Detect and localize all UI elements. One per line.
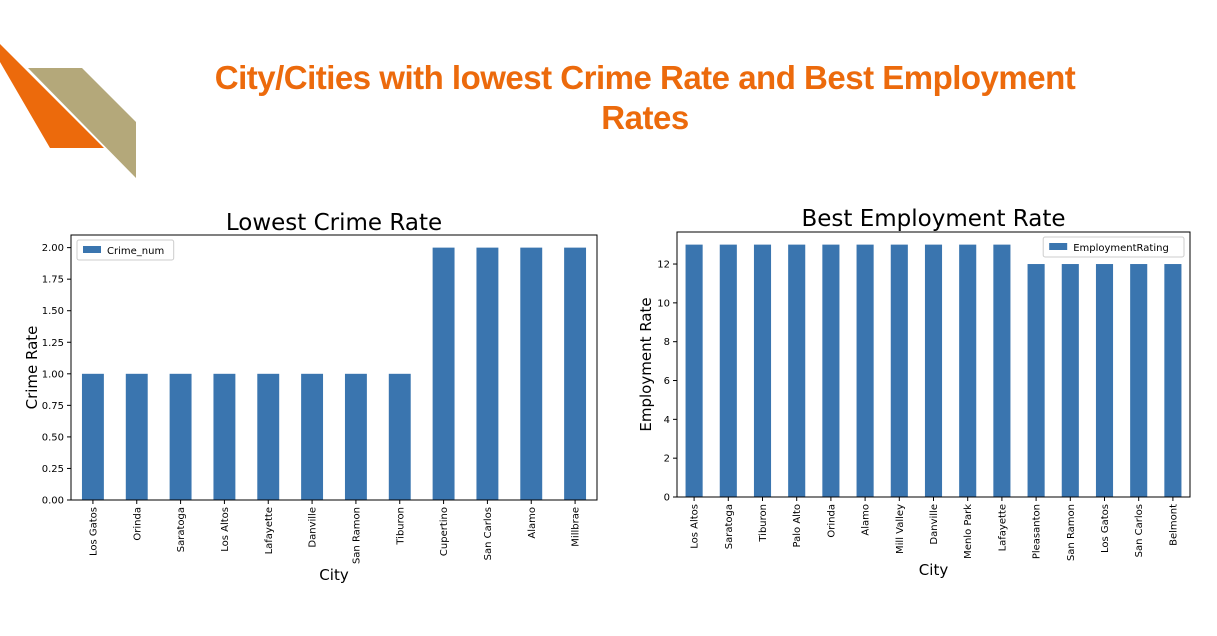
bar [959, 244, 977, 497]
bar [476, 247, 499, 500]
y-tick-label: 1.75 [42, 275, 64, 286]
bar [301, 373, 324, 500]
bar [890, 244, 908, 497]
x-tick-label: Menlo Park [963, 504, 974, 559]
x-axis-label: City [319, 566, 349, 584]
chart-title: Lowest Crime Rate [226, 210, 442, 236]
bar [257, 373, 280, 500]
y-tick-label: 10 [657, 298, 670, 309]
slide-title: City/Cities with lowest Crime Rate and B… [214, 59, 1076, 136]
x-tick-label: Tiburon [758, 504, 769, 543]
y-tick-label: 12 [657, 260, 670, 271]
plot-frame [676, 231, 1191, 498]
bar [719, 244, 737, 497]
x-tick-label: Palo Alto [792, 504, 803, 547]
bar [81, 373, 104, 500]
y-tick-label: 1.00 [42, 369, 64, 380]
bar [788, 244, 806, 497]
bar [125, 373, 148, 500]
x-tick-label: Alamo [861, 504, 872, 536]
y-tick-label: 6 [664, 376, 670, 387]
x-tick-label: Saratoga [176, 507, 187, 552]
y-tick-label: 1.50 [42, 306, 64, 317]
bar [213, 373, 236, 500]
x-tick-label: Los Gatos [1100, 504, 1111, 553]
bar [520, 247, 543, 500]
x-tick-label: Lafayette [997, 504, 1008, 551]
bar [1164, 264, 1182, 497]
bar [564, 247, 587, 500]
legend-box [1042, 236, 1185, 258]
x-tick-label: Orinda [826, 504, 837, 538]
bar [1061, 264, 1079, 497]
bar [388, 373, 411, 500]
decorative-corner-shapes [0, 44, 136, 178]
bar [1027, 264, 1045, 497]
bar [1095, 264, 1114, 497]
y-tick-label: 4 [664, 415, 670, 426]
y-tick-label: 0.00 [42, 496, 64, 507]
y-tick-label: 0.50 [42, 432, 64, 443]
bar [856, 244, 874, 497]
y-tick-label: 2 [664, 454, 670, 465]
legend-label: Crime_num [107, 246, 164, 257]
y-axis-label: Employment Rate [637, 297, 655, 431]
x-tick-label: Alamo [527, 507, 538, 539]
x-tick-label: Danville [308, 507, 319, 548]
x-tick-label: San Carlos [1134, 504, 1145, 557]
bar [924, 244, 943, 497]
y-axis-label: Crime Rate [23, 326, 41, 410]
x-tick-label: Los Altos [220, 507, 231, 552]
bar [685, 244, 703, 497]
x-tick-label: San Ramon [1066, 504, 1077, 561]
bar [169, 373, 192, 500]
x-tick-label: Tiburon [395, 507, 406, 546]
orange-stripe-shape [0, 44, 104, 148]
y-tick-label: 0 [664, 493, 670, 504]
legend-label: EmploymentRating [1073, 243, 1169, 254]
x-tick-label: Danville [929, 504, 940, 545]
tan-stripe-shape [28, 68, 136, 178]
x-tick-label: Pleasanton [1032, 504, 1043, 559]
legend-swatch [83, 246, 101, 253]
legend-box [76, 239, 175, 261]
plot-frame [70, 234, 598, 501]
x-tick-label: Cupertino [439, 507, 450, 556]
x-tick-label: Mill Valley [895, 504, 906, 554]
bar [822, 244, 840, 497]
x-tick-label: Belmont [1168, 504, 1179, 546]
x-tick-label: San Ramon [351, 507, 362, 564]
y-tick-label: 1.25 [42, 338, 64, 349]
x-tick-label: Millbrae [571, 507, 582, 547]
x-tick-label: Los Gatos [88, 507, 99, 556]
bar [432, 247, 455, 500]
y-tick-label: 0.75 [42, 401, 64, 412]
bar [344, 373, 367, 500]
x-tick-label: Saratoga [724, 504, 735, 549]
x-tick-label: Orinda [132, 507, 143, 541]
x-tick-label: Los Altos [690, 504, 701, 549]
x-axis-label: City [919, 561, 949, 579]
bar [1130, 264, 1148, 497]
y-tick-label: 0.25 [42, 464, 64, 475]
x-tick-label: San Carlos [483, 507, 494, 560]
y-tick-label: 2.00 [42, 243, 64, 254]
chart-title: Best Employment Rate [801, 206, 1065, 232]
bar [753, 244, 772, 497]
bar [993, 244, 1011, 497]
x-tick-label: Lafayette [264, 507, 275, 554]
y-tick-label: 8 [664, 337, 670, 348]
legend-swatch [1049, 243, 1068, 250]
